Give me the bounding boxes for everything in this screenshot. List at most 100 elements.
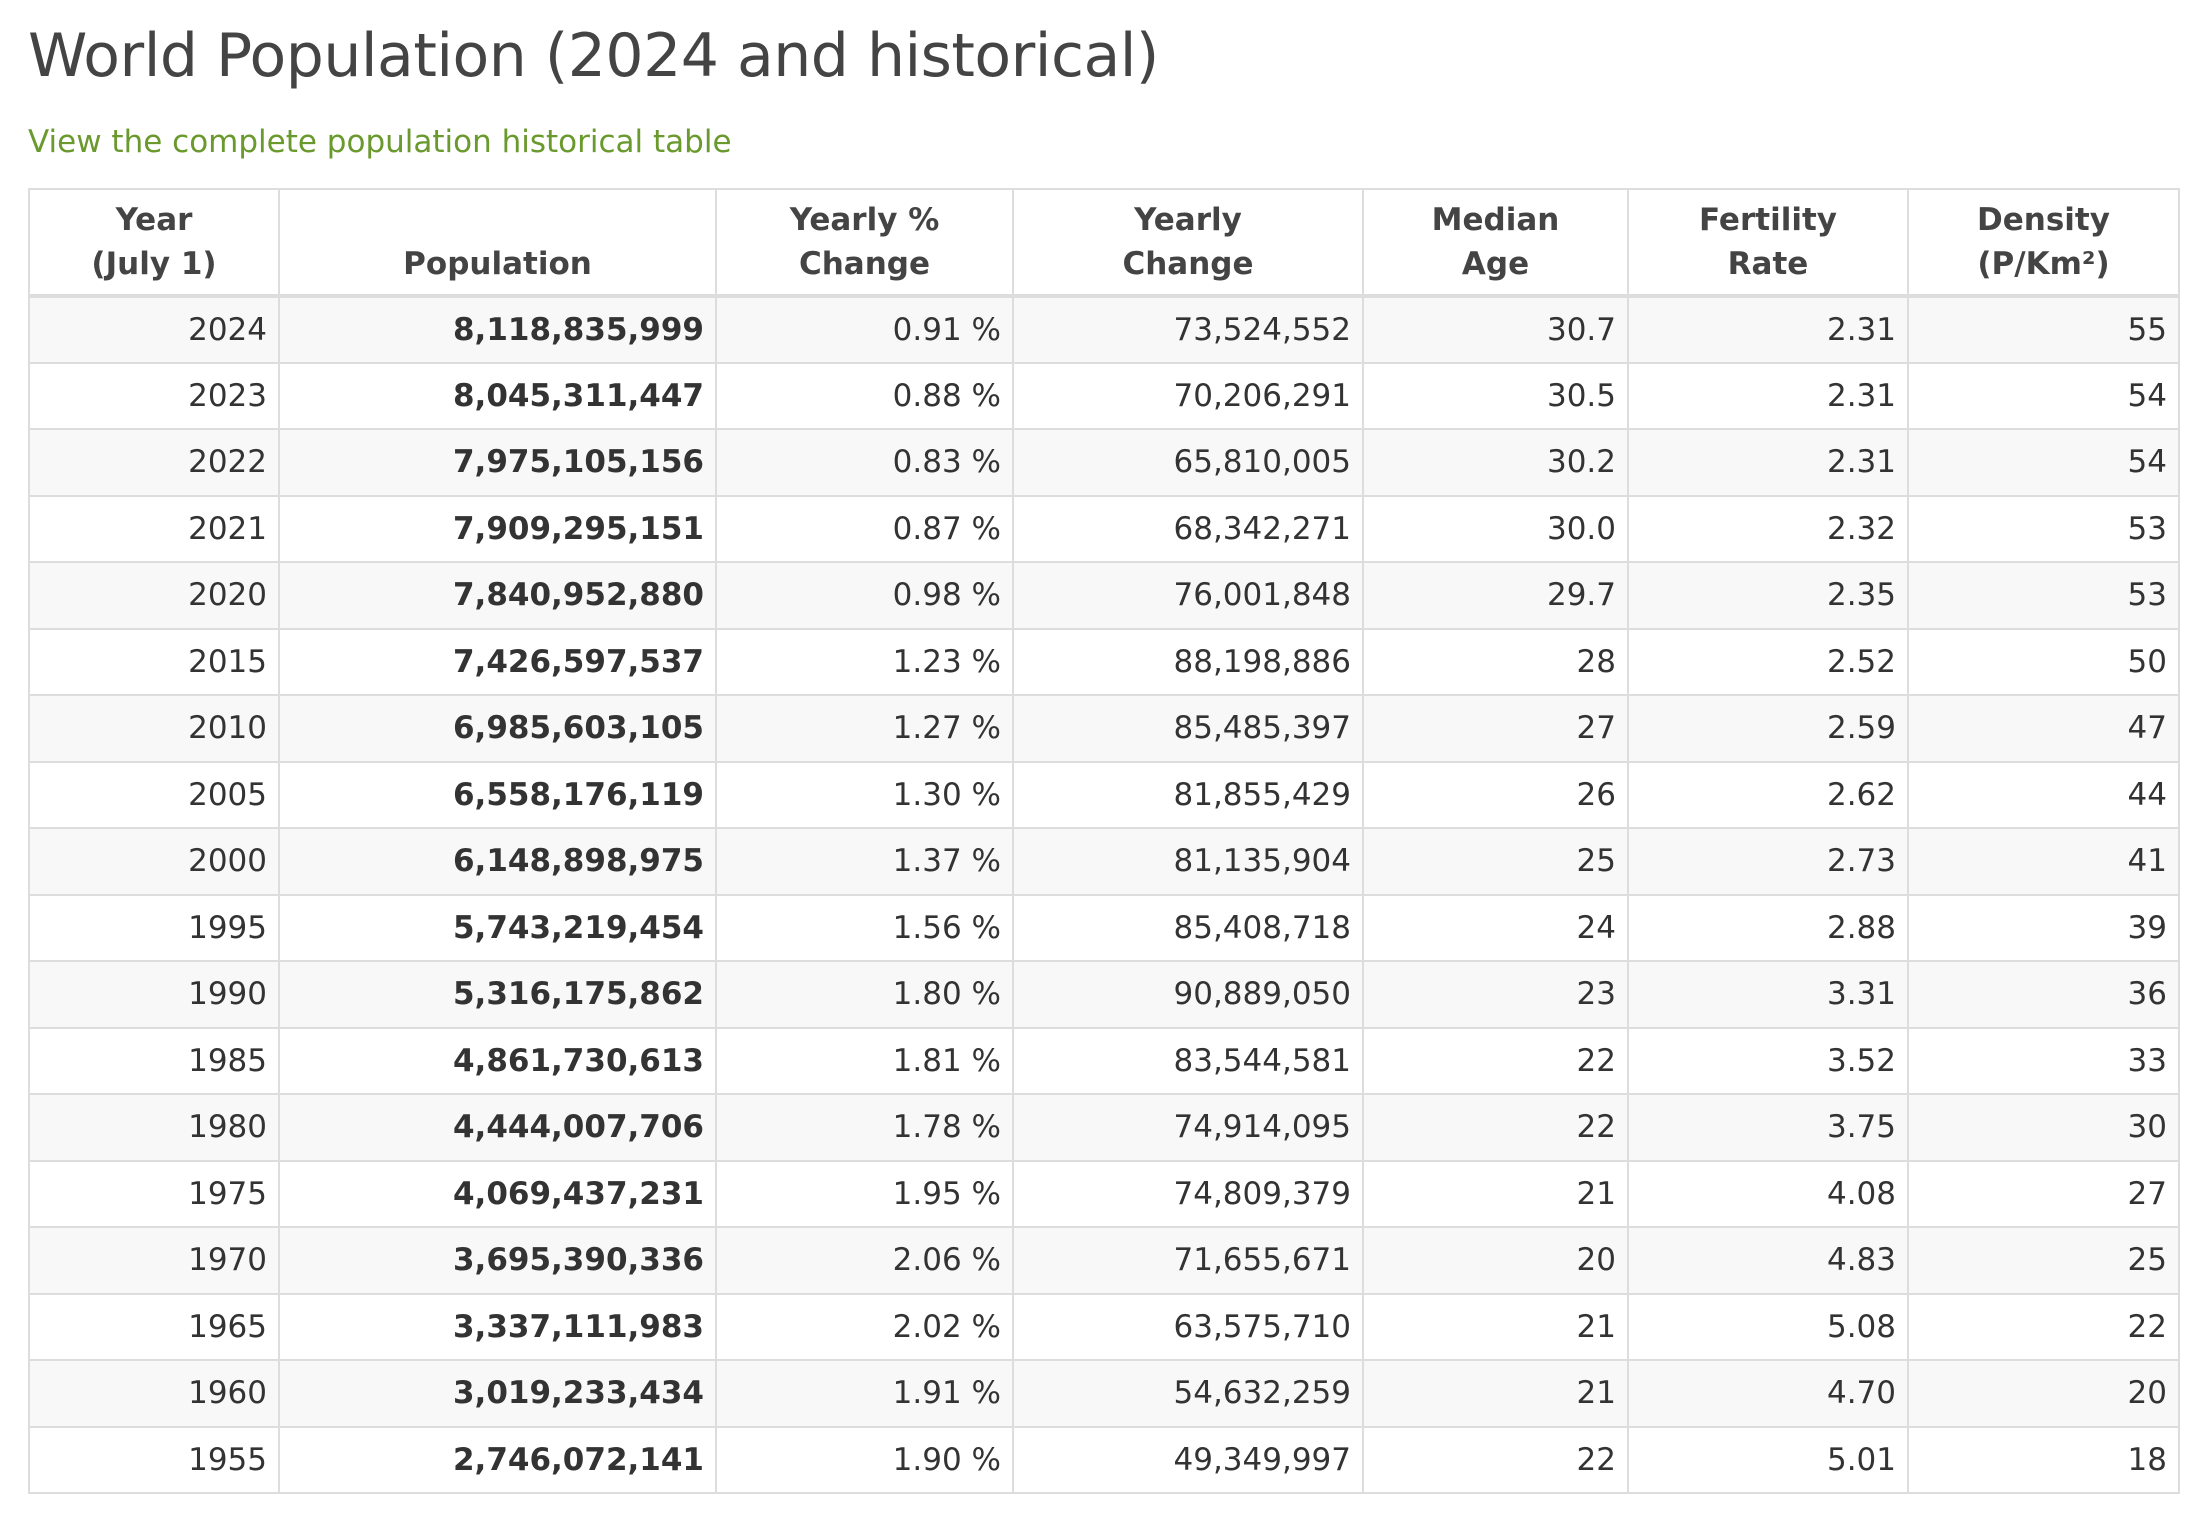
cell-fertility-rate: 2.88	[1627, 893, 1909, 962]
table-row: 2023 8,045,311,447 0.88 % 70,206,291 30.5 2.3…	[28, 361, 2180, 430]
cell-density: 50	[1907, 627, 2180, 696]
cell-median-age: 23	[1362, 960, 1629, 1029]
cell-fertility-rate: 2.52	[1627, 627, 1909, 696]
cell-year: 1975	[28, 1159, 280, 1228]
cell-yearly-change: 81,855,429	[1012, 760, 1364, 829]
cell-density: 22	[1907, 1292, 2180, 1361]
historical-table-link[interactable]: View the complete population historical …	[28, 124, 732, 160]
cell-population: 4,069,437,231	[278, 1159, 717, 1228]
cell-fertility-rate: 3.52	[1627, 1026, 1909, 1095]
cell-population: 6,148,898,975	[278, 827, 717, 896]
page-title: World Population (2024 and historical)	[28, 21, 1159, 91]
cell-density: 47	[1907, 694, 2180, 763]
cell-yearly-percent-change: 1.80 %	[715, 960, 1014, 1029]
cell-yearly-percent-change: 1.78 %	[715, 1093, 1014, 1162]
cell-yearly-change: 65,810,005	[1012, 428, 1364, 497]
cell-median-age: 21	[1362, 1159, 1629, 1228]
cell-median-age: 26	[1362, 760, 1629, 829]
table-row: 2000 6,148,898,975 1.37 % 81,135,904 25 2.73 4…	[28, 827, 2180, 896]
table-row: 1965 3,337,111,983 2.02 % 63,575,710 21 5.08 2…	[28, 1292, 2180, 1361]
cell-fertility-rate: 5.08	[1627, 1292, 1909, 1361]
cell-yearly-percent-change: 0.91 %	[715, 295, 1014, 364]
table-row: 1955 2,746,072,141 1.90 % 49,349,997 22 5.01 1…	[28, 1425, 2180, 1494]
table-row: 2015 7,426,597,537 1.23 % 88,198,886 28 2.52 5…	[28, 627, 2180, 696]
cell-year: 1965	[28, 1292, 280, 1361]
cell-fertility-rate: 3.31	[1627, 960, 1909, 1029]
cell-median-age: 21	[1362, 1359, 1629, 1428]
table-row: 1995 5,743,219,454 1.56 % 85,408,718 24 2.88 3…	[28, 893, 2180, 962]
cell-yearly-change: 70,206,291	[1012, 361, 1364, 430]
cell-fertility-rate: 4.70	[1627, 1359, 1909, 1428]
cell-fertility-rate: 3.75	[1627, 1093, 1909, 1162]
cell-fertility-rate: 2.73	[1627, 827, 1909, 896]
table-row: 2010 6,985,603,105 1.27 % 85,485,397 27 2.59 4…	[28, 694, 2180, 763]
cell-yearly-change: 85,485,397	[1012, 694, 1364, 763]
table-row: 1980 4,444,007,706 1.78 % 74,914,095 22 3.75 3…	[28, 1093, 2180, 1162]
table-row: 2005 6,558,176,119 1.30 % 81,855,429 26 2.62 4…	[28, 760, 2180, 829]
cell-median-age: 22	[1362, 1093, 1629, 1162]
cell-yearly-change: 85,408,718	[1012, 893, 1364, 962]
header-median-age[interactable]: Median Age	[1362, 188, 1629, 298]
table-row: 1985 4,861,730,613 1.81 % 83,544,581 22 3.52 3…	[28, 1026, 2180, 1095]
cell-yearly-percent-change: 1.37 %	[715, 827, 1014, 896]
cell-population: 6,985,603,105	[278, 694, 717, 763]
cell-year: 1960	[28, 1359, 280, 1428]
table-row: 2020 7,840,952,880 0.98 % 76,001,848 29.7 2.3…	[28, 561, 2180, 630]
table-row: 1990 5,316,175,862 1.80 % 90,889,050 23 3.31 3…	[28, 960, 2180, 1029]
cell-density: 53	[1907, 561, 2180, 630]
header-population[interactable]: Population	[278, 188, 717, 298]
table-row: 1970 3,695,390,336 2.06 % 71,655,671 20 4.83 2…	[28, 1226, 2180, 1295]
cell-population: 4,444,007,706	[278, 1093, 717, 1162]
cell-yearly-percent-change: 0.87 %	[715, 494, 1014, 563]
header-yearly-change[interactable]: Yearly Change	[1012, 188, 1364, 298]
cell-median-age: 27	[1362, 694, 1629, 763]
cell-median-age: 28	[1362, 627, 1629, 696]
cell-yearly-change: 88,198,886	[1012, 627, 1364, 696]
cell-density: 44	[1907, 760, 2180, 829]
cell-yearly-percent-change: 1.90 %	[715, 1425, 1014, 1494]
cell-yearly-change: 54,632,259	[1012, 1359, 1364, 1428]
cell-year: 2022	[28, 428, 280, 497]
cell-median-age: 30.5	[1362, 361, 1629, 430]
cell-year: 2015	[28, 627, 280, 696]
cell-year: 1985	[28, 1026, 280, 1095]
cell-fertility-rate: 2.59	[1627, 694, 1909, 763]
cell-yearly-percent-change: 1.56 %	[715, 893, 1014, 962]
cell-yearly-percent-change: 0.88 %	[715, 361, 1014, 430]
cell-year: 1970	[28, 1226, 280, 1295]
cell-density: 33	[1907, 1026, 2180, 1095]
table-body: 2024 8,118,835,999 0.91 % 73,524,552 30.7 2.3…	[28, 295, 2180, 1494]
cell-yearly-change: 71,655,671	[1012, 1226, 1364, 1295]
header-density[interactable]: Density (P/Km²)	[1907, 188, 2180, 298]
cell-population: 2,746,072,141	[278, 1425, 717, 1494]
cell-yearly-percent-change: 1.30 %	[715, 760, 1014, 829]
cell-fertility-rate: 2.32	[1627, 494, 1909, 563]
cell-median-age: 30.7	[1362, 295, 1629, 364]
cell-yearly-percent-change: 1.95 %	[715, 1159, 1014, 1228]
cell-yearly-change: 81,135,904	[1012, 827, 1364, 896]
header-row: Year (July 1) Population Yearly % Change…	[28, 188, 2180, 298]
cell-year: 1995	[28, 893, 280, 962]
header-yearly-percent-change[interactable]: Yearly % Change	[715, 188, 1014, 298]
cell-median-age: 30.0	[1362, 494, 1629, 563]
cell-population: 6,558,176,119	[278, 760, 717, 829]
header-year[interactable]: Year (July 1)	[28, 188, 280, 298]
cell-population: 3,019,233,434	[278, 1359, 717, 1428]
header-fertility-rate[interactable]: Fertility Rate	[1627, 188, 1909, 298]
cell-population: 8,118,835,999	[278, 295, 717, 364]
cell-yearly-percent-change: 1.27 %	[715, 694, 1014, 763]
cell-year: 2020	[28, 561, 280, 630]
cell-fertility-rate: 2.31	[1627, 428, 1909, 497]
cell-density: 27	[1907, 1159, 2180, 1228]
cell-population: 7,426,597,537	[278, 627, 717, 696]
cell-density: 53	[1907, 494, 2180, 563]
cell-density: 18	[1907, 1425, 2180, 1494]
cell-fertility-rate: 2.35	[1627, 561, 1909, 630]
cell-year: 1990	[28, 960, 280, 1029]
cell-yearly-percent-change: 1.23 %	[715, 627, 1014, 696]
cell-population: 7,909,295,151	[278, 494, 717, 563]
cell-year: 2024	[28, 295, 280, 364]
cell-median-age: 30.2	[1362, 428, 1629, 497]
cell-year: 2000	[28, 827, 280, 896]
